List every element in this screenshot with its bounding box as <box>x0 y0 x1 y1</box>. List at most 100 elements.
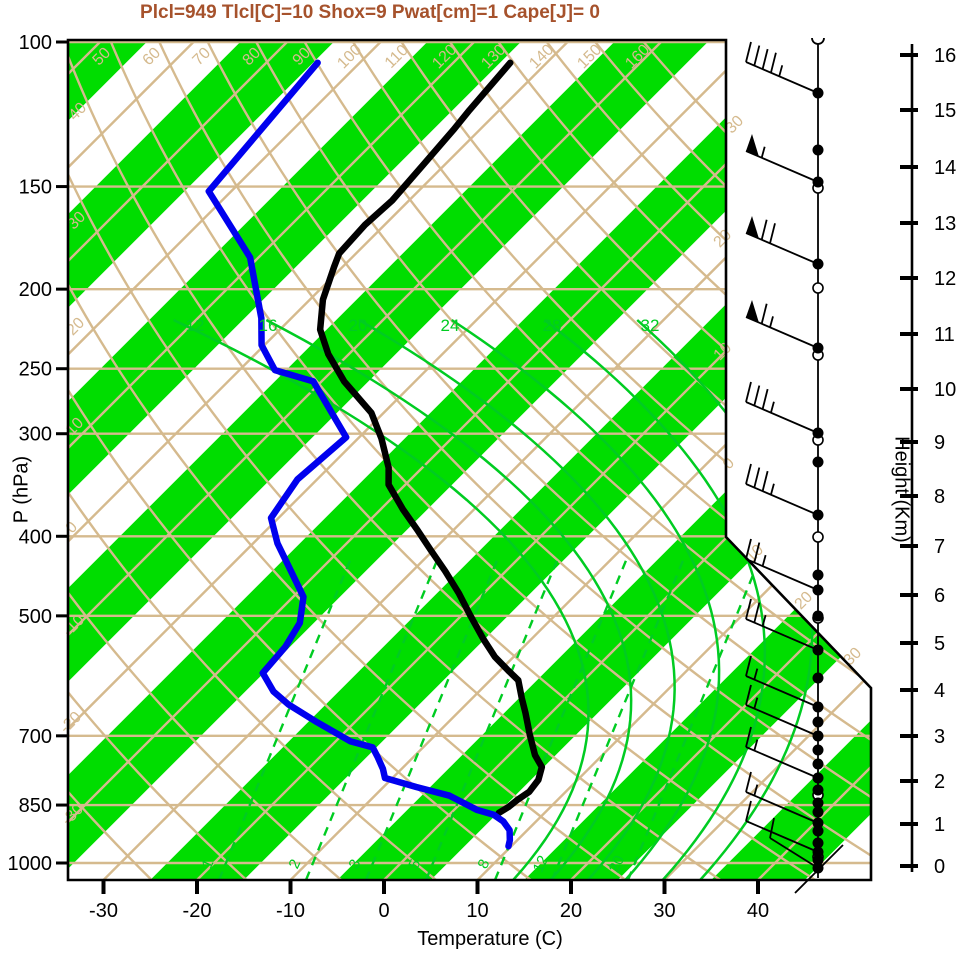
wind-station-dot <box>812 672 824 684</box>
wind-station-dot <box>812 569 824 581</box>
mixing-ratio-line <box>626 554 763 880</box>
height-tick-label: 11 <box>934 324 955 346</box>
wind-barb <box>745 463 819 516</box>
isotherm-label-right: 0 <box>720 455 738 473</box>
pressure-tick-label: 200 <box>19 279 52 301</box>
height-axis-label: Height (Km) <box>890 436 913 543</box>
height-tick-label: 14 <box>934 157 956 179</box>
pressure-tick-label: 300 <box>19 424 52 446</box>
plot-frame <box>66 38 873 882</box>
wind-staff-top-marker <box>811 37 825 45</box>
moist-adiabat-label: 32 <box>641 316 660 335</box>
isotherm-line <box>68 40 477 880</box>
mixing-ratio-label: 8 <box>474 857 493 872</box>
pressure-tick-label: 400 <box>19 526 52 548</box>
pressure-axis-label: P (hPa) <box>10 455 33 524</box>
temperature-axis-label: Temperature (C) <box>417 928 563 950</box>
height-tick-label: 16 <box>934 45 956 67</box>
wind-station-dot <box>812 825 824 837</box>
isotherm-label-left: 0 <box>63 519 81 537</box>
temperature-tick-label: 20 <box>560 900 582 922</box>
wind-station-dot <box>812 456 824 468</box>
isotherm-band <box>68 40 523 880</box>
isotherm-label-left: -20 <box>57 709 85 737</box>
wind-barb-bottom <box>769 817 844 894</box>
mixing-ratio-line <box>550 554 687 880</box>
dry-adiabat-line <box>205 40 871 880</box>
moist-adiabat-line <box>173 318 590 880</box>
wind-station-dot <box>812 744 824 756</box>
moist-adiabat-label: 24 <box>441 316 460 335</box>
height-tick-label: 4 <box>934 680 945 702</box>
pressure-tick-label: 150 <box>19 177 52 199</box>
wind-open-circle <box>812 531 824 543</box>
moist-adiabat-label: 16 <box>259 316 278 335</box>
moist-adiabat-line <box>265 318 633 880</box>
temperature-tick-label: 10 <box>466 900 488 922</box>
isotherm-band <box>711 40 871 880</box>
wind-barb <box>745 538 819 591</box>
height-tick-label: 13 <box>934 213 956 235</box>
height-tick-label: 9 <box>934 432 945 454</box>
moist-adiabat-label: 12 <box>186 316 205 335</box>
wind-barb <box>745 381 819 434</box>
isotherm-line <box>68 40 571 880</box>
isotherm-line <box>663 40 871 880</box>
temperature-tick-label: 40 <box>747 900 769 922</box>
wind-station-dot <box>812 797 824 809</box>
dry-adiabat-line <box>68 40 627 880</box>
height-tick-label: 1 <box>934 814 945 836</box>
height-tick-label: 6 <box>934 585 945 607</box>
dry-adiabat-label: 140 <box>526 41 557 72</box>
wind-barb <box>745 800 819 853</box>
isotherm-line <box>570 40 871 880</box>
pressure-tick-label: 850 <box>19 795 52 817</box>
wind-barb <box>745 41 819 94</box>
isotherm-line <box>68 40 851 880</box>
wind-barb <box>745 216 819 265</box>
dry-adiabat-label: 60 <box>140 44 165 69</box>
mixing-ratio-label: 20 <box>606 853 628 875</box>
wind-barb <box>745 726 819 779</box>
wind-station-dot <box>812 854 824 866</box>
moist-adiabat-line <box>358 318 676 880</box>
dry-adiabat-label: 100 <box>334 41 365 72</box>
isotherm-line <box>196 40 871 880</box>
dry-adiabat-line <box>592 40 871 880</box>
height-tick-label: 10 <box>934 379 956 401</box>
moist-adiabat-line <box>543 319 767 880</box>
wind-station-dot <box>812 758 824 770</box>
temperature-tick-label: 0 <box>378 900 389 922</box>
height-tick-label: 0 <box>934 856 945 878</box>
isotherm-line <box>289 40 871 880</box>
temperature-curve <box>316 59 546 817</box>
dry-adiabat-line <box>254 40 871 880</box>
wind-station-dot <box>812 716 824 728</box>
pressure-tick-label: 100 <box>19 32 52 54</box>
chart-title: Plcl=949 Tlcl[C]=10 Shox=9 Pwat[cm]=1 Ca… <box>140 2 600 23</box>
pressure-tick-label: 1000 <box>8 853 53 875</box>
height-tick-label: 2 <box>934 771 945 793</box>
isotherm-band <box>68 40 336 880</box>
height-tick-label: 15 <box>934 100 956 122</box>
mixing-ratio-line <box>424 554 561 880</box>
mixing-ratio-line <box>217 554 354 880</box>
dry-adiabat-line <box>68 40 437 880</box>
height-tick-label: 7 <box>934 536 945 558</box>
wind-open-circle <box>812 282 824 294</box>
mixing-ratio-line <box>304 554 441 880</box>
dry-adiabat-line <box>350 40 871 880</box>
dry-adiabat-line <box>157 40 871 880</box>
mixing-ratio-line <box>364 554 501 880</box>
isotherm-line <box>68 40 290 880</box>
wind-barb <box>745 684 819 737</box>
temperature-tick-label: 30 <box>653 900 675 922</box>
moist-adiabat-line <box>451 318 721 880</box>
wind-station-dot <box>812 144 824 156</box>
moist-adiabat-label: 20 <box>349 316 368 335</box>
height-tick-label: 5 <box>934 633 945 655</box>
wind-barb <box>745 655 819 708</box>
temperature-tick-label: -10 <box>276 900 305 922</box>
mixing-ratio-label: 12 <box>530 853 552 875</box>
